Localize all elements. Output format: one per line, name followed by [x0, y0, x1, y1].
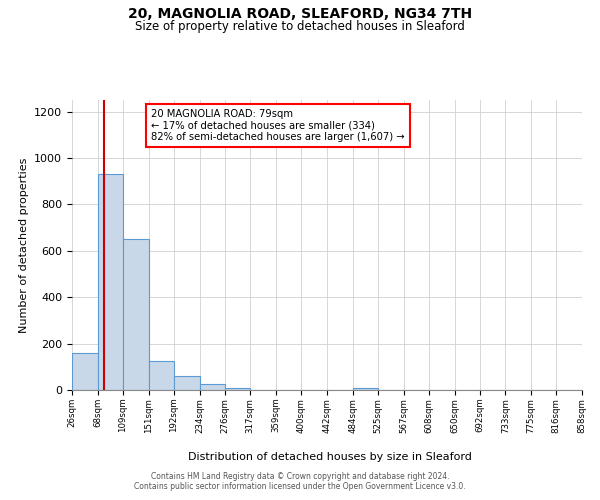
Bar: [353, 388, 378, 390]
Text: Distribution of detached houses by size in Sleaford: Distribution of detached houses by size …: [188, 452, 472, 462]
Text: 20, MAGNOLIA ROAD, SLEAFORD, NG34 7TH: 20, MAGNOLIA ROAD, SLEAFORD, NG34 7TH: [128, 8, 472, 22]
Text: Contains HM Land Registry data © Crown copyright and database right 2024.: Contains HM Land Registry data © Crown c…: [151, 472, 449, 481]
Text: 20 MAGNOLIA ROAD: 79sqm
← 17% of detached houses are smaller (334)
82% of semi-d: 20 MAGNOLIA ROAD: 79sqm ← 17% of detache…: [151, 108, 404, 142]
Bar: [174, 376, 200, 390]
Text: Size of property relative to detached houses in Sleaford: Size of property relative to detached ho…: [135, 20, 465, 33]
Text: Contains public sector information licensed under the Open Government Licence v3: Contains public sector information licen…: [134, 482, 466, 491]
Bar: [199, 384, 225, 390]
Bar: [98, 174, 123, 390]
Bar: [149, 361, 174, 390]
Bar: [225, 388, 250, 390]
Bar: [123, 239, 149, 390]
Y-axis label: Number of detached properties: Number of detached properties: [19, 158, 29, 332]
Bar: [72, 353, 98, 390]
